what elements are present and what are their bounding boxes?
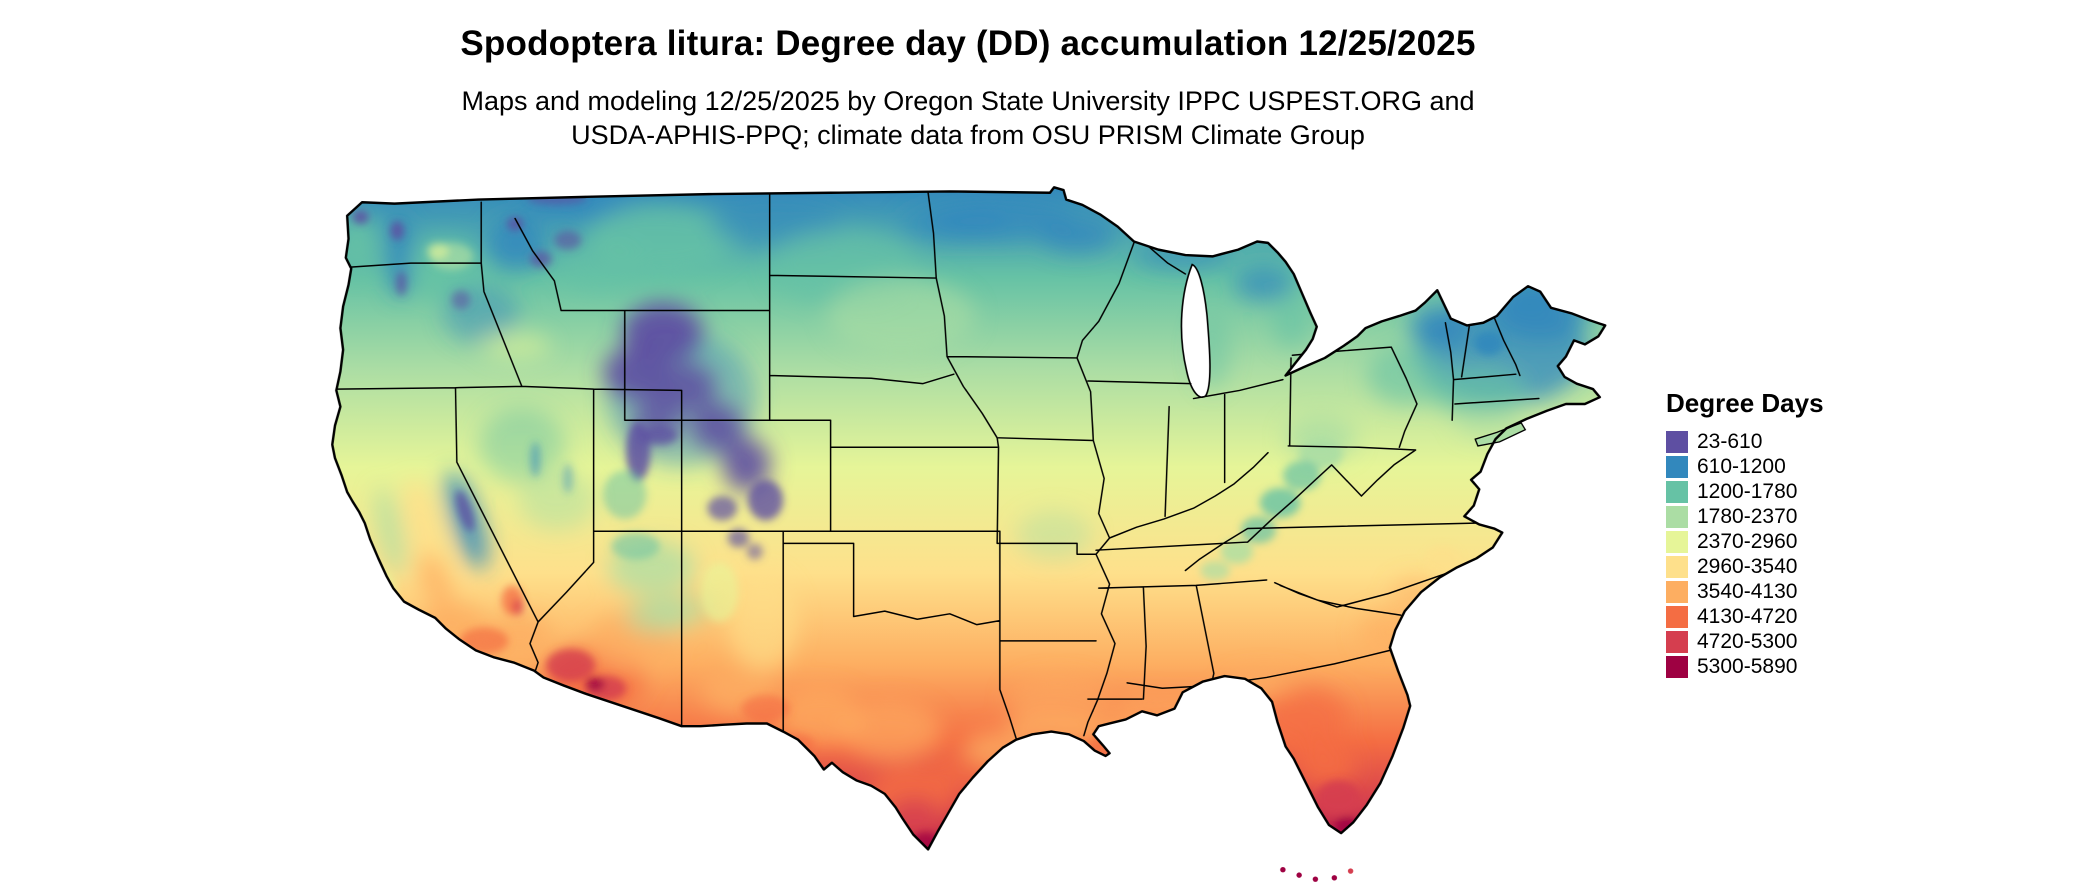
- subtitle-line-2: USDA-APHIS-PPQ; climate data from OSU PR…: [571, 120, 1365, 150]
- legend-swatch: [1666, 455, 1688, 478]
- legend-swatch: [1666, 480, 1688, 503]
- us-degree-day-map: [316, 186, 1616, 890]
- us-degree-day-map-svg: [331, 186, 1607, 882]
- state-boundaries: [335, 192, 1540, 740]
- florida-keys: [1280, 866, 1354, 882]
- legend-label: 3540-4130: [1697, 580, 1798, 603]
- legend-row: 5300-5890: [1666, 654, 1824, 679]
- legend-label: 1200-1780: [1697, 480, 1798, 503]
- legend-row: 610-1200: [1666, 454, 1824, 479]
- legend-label: 4720-5300: [1697, 630, 1798, 653]
- legend-row: 1200-1780: [1666, 479, 1824, 504]
- us-coastline-outline: [331, 186, 1607, 851]
- legend-swatch: [1666, 505, 1688, 528]
- figure-subtitle: Maps and modeling 12/25/2025 by Oregon S…: [0, 84, 1936, 152]
- legend-swatch: [1666, 530, 1688, 553]
- legend-swatch: [1666, 580, 1688, 603]
- legend-row: 2960-3540: [1666, 554, 1824, 579]
- legend-row: 23-610: [1666, 429, 1824, 454]
- legend-label: 610-1200: [1697, 455, 1786, 478]
- figure-header: Spodoptera litura: Degree day (DD) accum…: [0, 24, 1936, 64]
- legend-label: 2370-2960: [1697, 530, 1798, 553]
- legend-label: 2960-3540: [1697, 555, 1798, 578]
- legend-title: Degree Days: [1666, 388, 1824, 418]
- legend-row: 3540-4130: [1666, 579, 1824, 604]
- legend-swatch: [1666, 655, 1688, 678]
- legend-row: 1780-2370: [1666, 504, 1824, 529]
- legend-row: 4720-5300: [1666, 629, 1824, 654]
- legend-row: 2370-2960: [1666, 529, 1824, 554]
- legend-swatch: [1666, 630, 1688, 653]
- legend-swatch: [1666, 555, 1688, 578]
- legend-swatch: [1666, 605, 1688, 628]
- page-title: Spodoptera litura: Degree day (DD) accum…: [460, 24, 1476, 63]
- legend-label: 23-610: [1697, 430, 1763, 453]
- legend-label: 1780-2370: [1697, 505, 1798, 528]
- legend-row: 4130-4720: [1666, 604, 1824, 629]
- legend-swatch: [1666, 430, 1688, 453]
- subtitle-line-1: Maps and modeling 12/25/2025 by Oregon S…: [461, 86, 1475, 116]
- legend: Degree Days 23-610 610-1200 1200-1780 17…: [1666, 388, 1824, 679]
- legend-label: 4130-4720: [1697, 605, 1798, 628]
- legend-label: 5300-5890: [1697, 655, 1798, 678]
